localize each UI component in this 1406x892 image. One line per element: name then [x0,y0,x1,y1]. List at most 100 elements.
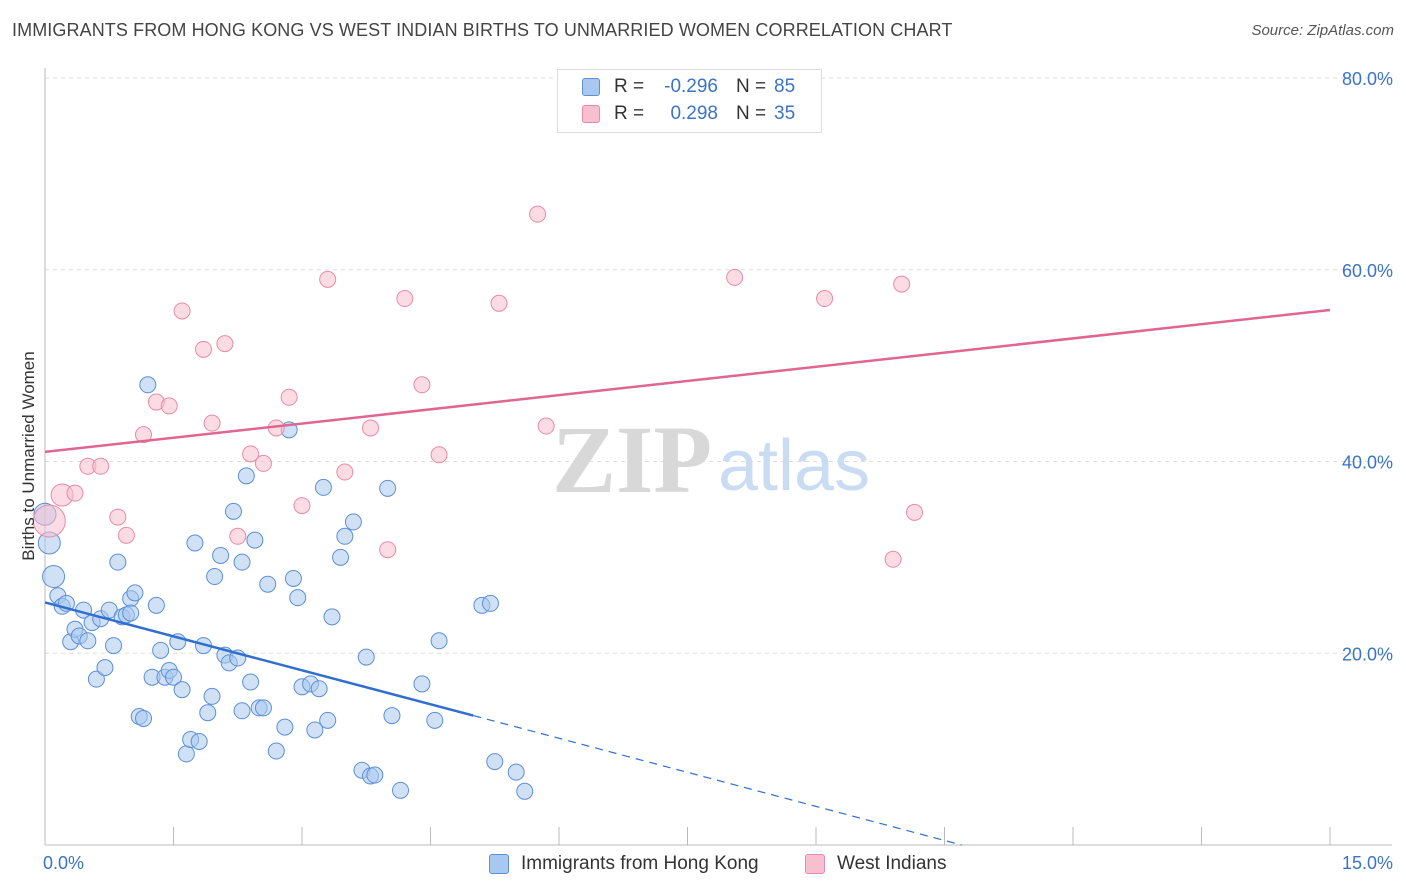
wi-point [117,526,135,544]
wi-point [413,376,431,394]
hk-point [233,553,251,571]
bottom-legend-hk: Immigrants from Hong Kong [489,852,759,876]
wi-point [362,419,380,437]
hk-point [186,534,204,552]
hk-point [152,641,170,659]
bottom-legend-label-hk: Immigrants from Hong Kong [521,853,759,874]
hk-point [276,718,294,736]
hk-point [507,763,525,781]
x-tick-label: 0.0% [43,853,84,873]
hk-point [284,569,302,587]
wi-point [254,454,272,472]
bottom-legend-wi: West Indians [805,852,946,876]
legend-r-label: R = [614,103,645,124]
hk-point [357,648,375,666]
hk-point [224,502,242,520]
bottom-swatch-wi [805,854,825,874]
hk-point [135,709,153,727]
hk-point [383,707,401,725]
wi-point [906,503,924,521]
legend-r-label: R = [614,76,645,97]
bottom-swatch-hk [489,854,509,874]
legend-n-label: N = [736,103,767,124]
correlation-legend: R = -0.296 N = 85 R = 0.298 N = 35 [557,69,822,133]
hk-point [199,704,217,722]
wi-point [726,268,744,286]
legend-row-hk: R = -0.296 N = 85 [582,75,795,99]
hk-point [147,596,165,614]
wi-point [884,550,902,568]
wi-point [216,335,234,353]
y-axis-title: Births to Unmarried Women [19,351,38,560]
hk-point [319,711,337,729]
watermark-atlas: atlas [718,426,870,506]
axes [44,68,1392,846]
hk-point [267,742,285,760]
hk-point [254,699,272,717]
hk-point [314,478,332,496]
wi-trend-line [44,308,1331,454]
legend-row-wi: R = 0.298 N = 35 [582,102,795,126]
hk-point [379,479,397,497]
wi-point [229,527,247,545]
hk-point [79,632,97,650]
hk-point [233,702,251,720]
y-tick-label: 40.0% [1342,453,1393,473]
hk-point [165,668,182,686]
hk-point [516,782,534,800]
hk-trend-extension [473,714,962,846]
y-tick-label: 80.0% [1342,69,1393,89]
wi-point [135,426,153,444]
hk-point [173,681,191,699]
wi-point [32,504,66,538]
chart-title: IMMIGRANTS FROM HONG KONG VS WEST INDIAN… [12,20,953,40]
hk-point [481,594,499,612]
hk-point [366,766,384,784]
hk-point [203,687,221,705]
hk-point [426,711,444,729]
hk-point [413,675,431,693]
wi-point [396,290,414,308]
trend-lines [44,308,1331,846]
hk-point [323,608,341,626]
hk-point [122,604,140,622]
wi-point [109,508,127,526]
hk-point [344,513,362,531]
legend-n-label: N = [736,76,767,97]
hk-point [430,632,448,650]
legend-n-value: 85 [774,76,796,97]
legend-r-value: 0.298 [670,103,718,124]
legend-n-value: 35 [774,103,796,124]
hk-trend-line [44,601,474,717]
wi-point [529,205,547,223]
hk-point [310,680,328,698]
wi-point [280,388,298,406]
hk-point [242,673,260,691]
hk-point [139,376,157,394]
hk-points [33,376,534,800]
hk-point [237,467,255,485]
y-tick-label: 60.0% [1342,261,1393,281]
hk-point [206,568,224,586]
legend-swatch-hk [582,78,600,96]
tick-labels: 20.0% 40.0% 60.0% 80.0% 0.0% 15.0% [43,69,1393,873]
wi-point [430,446,448,464]
x-tick-label: 15.0% [1342,853,1393,873]
bottom-legend-label-wi: West Indians [837,853,947,874]
wi-point [66,484,84,502]
hk-point [332,548,350,566]
wi-point [242,445,260,463]
legend-r-value: -0.296 [664,76,718,97]
wi-point [336,463,354,481]
hk-point [336,527,354,545]
legend-swatch-wi [582,105,600,123]
watermark-zip: ZIP [552,406,712,513]
wi-point [173,302,191,320]
hk-point [177,745,195,763]
source-note: Source: ZipAtlas.com [1251,22,1394,39]
hk-point [306,721,324,739]
y-tick-label: 20.0% [1342,644,1393,664]
wi-point [893,275,911,293]
wi-point [319,270,337,288]
